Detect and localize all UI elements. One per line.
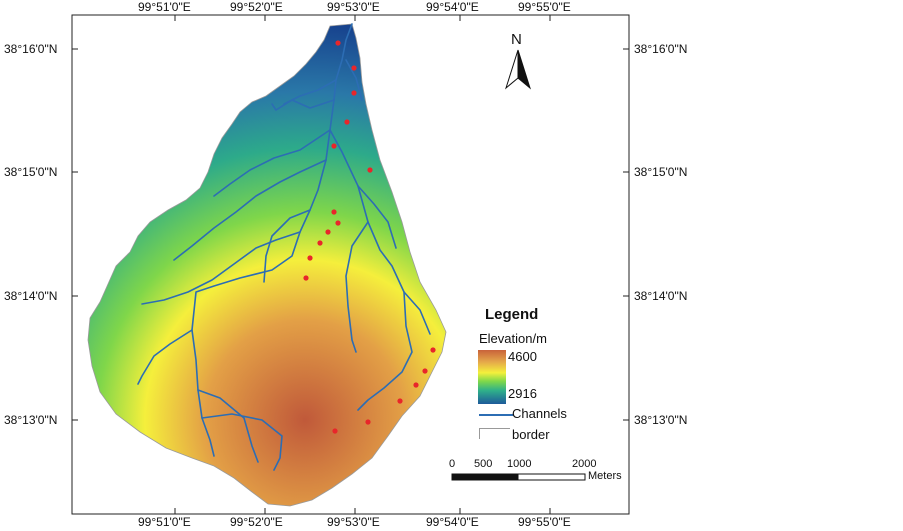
legend-elevation-ramp — [478, 350, 506, 404]
tick-left-label: 38°15'0"N — [4, 165, 58, 179]
legend-title: Legend — [485, 306, 539, 323]
tick-top-label: 99°53'0"E — [327, 0, 380, 14]
tick-right-label: 38°14'0"N — [634, 289, 688, 303]
legend-border-label: border — [512, 427, 550, 442]
tick-right-label: 38°16'0"N — [634, 42, 688, 56]
tick-bottom-label: 99°51'0"E — [138, 515, 191, 529]
tick-bottom-label: 99°55'0"E — [518, 515, 571, 529]
tick-right-label: 38°15'0"N — [634, 165, 688, 179]
tick-top-label: 99°51'0"E — [138, 0, 191, 14]
legend-border-swatch — [479, 428, 510, 439]
tick-top-label: 99°52'0"E — [230, 0, 283, 14]
map-frame — [71, 14, 630, 515]
tick-top-label: 99°54'0"E — [426, 0, 479, 14]
tick-left-label: 38°13'0"N — [4, 413, 58, 427]
legend-low-value: 2916 — [508, 386, 537, 401]
tick-right-label: 38°13'0"N — [634, 413, 688, 427]
legend-channels-label: Channels — [512, 406, 567, 421]
north-arrow-label: N — [511, 31, 522, 48]
scale-bar-label: 500 — [474, 458, 493, 470]
tick-bottom-label: 99°54'0"E — [426, 515, 479, 529]
scale-bar-label: 0 — [449, 458, 456, 470]
tick-left-label: 38°16'0"N — [4, 42, 58, 56]
scale-bar-graphic — [451, 473, 586, 481]
tick-bottom-label: 99°52'0"E — [230, 515, 283, 529]
legend-high-value: 4600 — [508, 349, 537, 364]
north-arrow-icon — [505, 49, 531, 90]
channels-network — [137, 23, 431, 471]
sampling-points — [303, 40, 436, 434]
tick-top-label: 99°55'0"E — [518, 0, 571, 14]
tick-left-label: 38°14'0"N — [4, 289, 58, 303]
legend-channels-swatch — [479, 414, 513, 416]
scale-bar-units: Meters — [588, 470, 622, 482]
scale-bar-label: 1000 — [507, 458, 532, 470]
watershed-elevation-area — [87, 23, 447, 507]
scale-bar-label: 2000 — [572, 458, 597, 470]
tick-bottom-label: 99°53'0"E — [327, 515, 380, 529]
legend-elevation-title: Elevation/m — [479, 331, 547, 346]
tick-marks — [72, 15, 629, 514]
